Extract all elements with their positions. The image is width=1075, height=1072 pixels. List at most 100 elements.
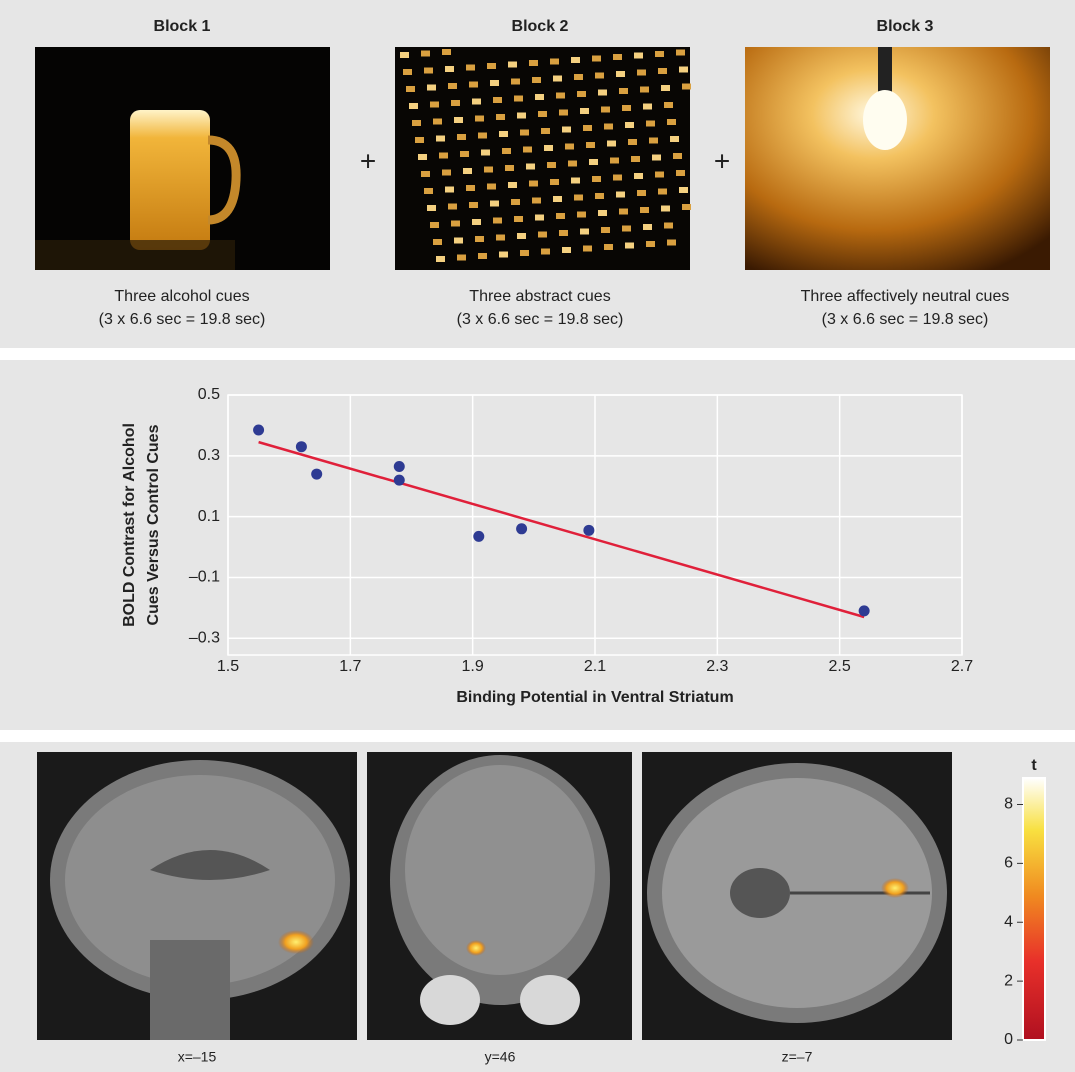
colorbar-tick-label: 8 (1004, 796, 1013, 813)
grid-cell (637, 69, 646, 76)
slice-label: y=46 (485, 1049, 516, 1065)
grid-cell (652, 154, 661, 161)
y-tick-label: 0.5 (198, 386, 220, 403)
grid-cell (412, 120, 421, 126)
grid-cell (622, 225, 631, 232)
point (253, 424, 265, 436)
point (393, 474, 405, 486)
grid-cell (637, 190, 646, 196)
y-tick-label: –0.3 (189, 629, 220, 646)
grid-cell (625, 122, 634, 128)
grid-cell (667, 239, 676, 246)
grid-cell (508, 61, 517, 68)
grid-cell (487, 183, 496, 190)
grid-cell (499, 251, 508, 258)
grid-cell (625, 242, 634, 249)
grid-cell (406, 86, 415, 92)
grid-cell (679, 66, 688, 73)
grid-cell (451, 220, 460, 227)
colorbar-tick-label: 2 (1004, 972, 1013, 989)
grid-cell (421, 171, 430, 177)
grid-cell (472, 219, 481, 225)
grid-cell (490, 200, 499, 207)
y-tick-label: –0.1 (189, 569, 220, 586)
grid-cell (556, 92, 565, 99)
colorbar-label: t (1031, 757, 1037, 774)
grid-cell (631, 156, 640, 162)
grid-cell (658, 188, 667, 195)
grid-cell (433, 239, 442, 245)
grid-cell (655, 51, 664, 57)
grid-cell (466, 64, 475, 71)
grid-cell (592, 176, 601, 182)
grid-cell (544, 145, 553, 151)
grid-cell (517, 112, 526, 119)
grid-cell (664, 222, 673, 229)
grid-cell (655, 171, 664, 178)
grid-cell (535, 214, 544, 221)
grid-cell (454, 237, 463, 244)
grid-cell (583, 125, 592, 131)
x-axis-label: Binding Potential in Ventral Striatum (456, 689, 733, 706)
grid-cell (538, 231, 547, 238)
block-caption: Three abstract cues (469, 288, 610, 305)
grid-cell (430, 222, 439, 228)
grid-cell (445, 66, 454, 72)
grid-cell (646, 120, 655, 127)
grid-cell (646, 241, 655, 247)
grid-cell (664, 102, 673, 108)
grid-cell (439, 152, 448, 159)
grid-cell (604, 244, 613, 250)
trendline (258, 440, 865, 619)
grid-cell (493, 97, 502, 103)
grid-cell (622, 105, 631, 111)
grid-cell (559, 230, 568, 236)
grid-cell (436, 256, 445, 262)
grid-cell (448, 203, 457, 210)
grid-cell (550, 179, 559, 185)
plus-sign: + (714, 145, 730, 176)
grid-cell (475, 236, 484, 242)
block-title: Block 3 (877, 18, 934, 35)
grid-cell (616, 191, 625, 198)
grid-cell (427, 84, 436, 91)
grid-cell (469, 81, 478, 88)
grid-cell (634, 173, 643, 179)
grid-cell (580, 228, 589, 235)
brain-axial (642, 752, 952, 1040)
block-title: Block 1 (154, 18, 211, 35)
grid-cell (442, 169, 451, 176)
grid-cell (514, 95, 523, 102)
grid-cell (613, 174, 622, 181)
grid-cell (583, 245, 592, 252)
colorbar (1022, 777, 1046, 1041)
grid-cell (556, 213, 565, 219)
grid-cell (421, 50, 430, 57)
grid-cell (676, 49, 685, 56)
grid-cell (472, 98, 481, 105)
grid-cell (592, 55, 601, 62)
grid-cell (478, 253, 487, 259)
grid-cell (613, 54, 622, 60)
grid-cell (508, 182, 517, 188)
grid-cell (532, 197, 541, 204)
grid-cell (661, 205, 670, 212)
x-tick-label: 1.9 (462, 658, 484, 675)
x-tick-label: 1.7 (339, 658, 361, 675)
brain-coronal (367, 752, 632, 1040)
grid-cell (586, 142, 595, 148)
grid-cell (496, 114, 505, 120)
grid-cell (442, 49, 451, 55)
grid-cell (478, 132, 487, 139)
block-timing: (3 x 6.6 sec = 19.8 sec) (99, 311, 266, 328)
grid-cell (514, 216, 523, 222)
grid-cell (562, 126, 571, 133)
grid-cell (649, 137, 658, 144)
image-neutral (745, 47, 1050, 270)
grid-cell (415, 137, 424, 143)
block-caption: Three affectively neutral cues (801, 288, 1010, 305)
point (583, 524, 595, 536)
grid-cell (565, 143, 574, 150)
grid-cell (457, 254, 466, 261)
